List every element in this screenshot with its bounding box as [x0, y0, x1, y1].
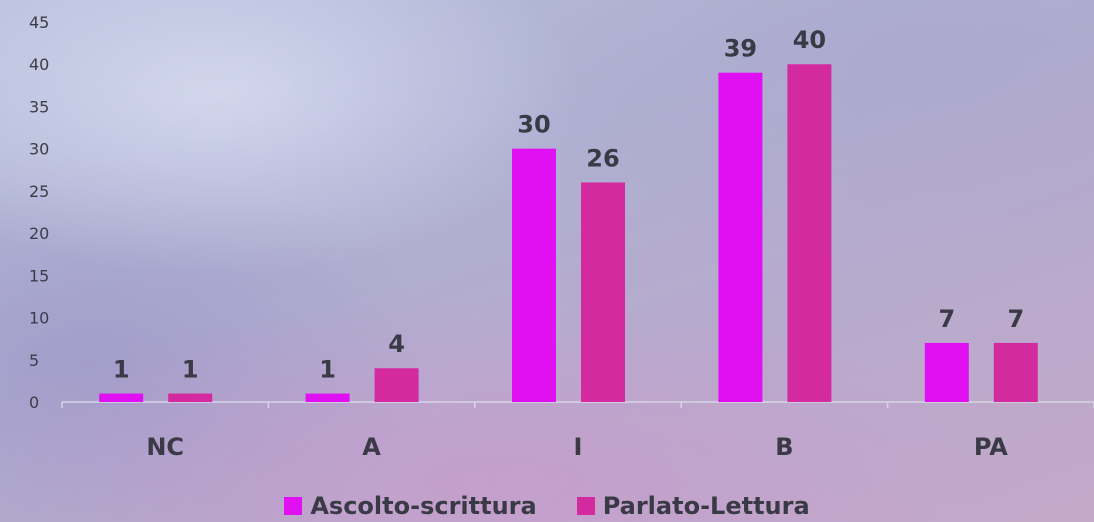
- y-tick-label: 15: [29, 266, 49, 285]
- y-tick-label: 25: [29, 182, 49, 201]
- legend-swatch-ascolto-scrittura: [284, 497, 303, 515]
- y-tick-label: 35: [29, 97, 49, 116]
- data-label: 30: [517, 111, 550, 139]
- legend: Ascolto-scrittura Parlato-Lettura: [0, 492, 1094, 520]
- data-label: 1: [319, 356, 336, 384]
- y-tick-label: 10: [29, 309, 49, 328]
- data-label: 1: [182, 356, 199, 384]
- data-label: 39: [724, 35, 757, 63]
- data-label: 1: [113, 356, 130, 384]
- y-tick-label: 30: [29, 140, 49, 159]
- y-axis: 0 5 10 15 20 25 30 35 40 45: [29, 13, 49, 412]
- bar-chart: 0 5 10 15 20 25 30 35 40 45 NC A I B PA 1 1 1 4 30 26 39 40 7…: [29, 13, 1094, 461]
- bar: [168, 393, 213, 402]
- data-label: 4: [388, 330, 405, 358]
- bars: [99, 64, 1038, 403]
- y-tick-label: 0: [29, 393, 39, 412]
- data-label: 7: [938, 305, 955, 333]
- x-category-label: A: [362, 433, 381, 461]
- legend-swatch-parlato-lettura: [576, 497, 595, 515]
- bar: [581, 182, 625, 402]
- y-tick-label: 40: [29, 55, 49, 74]
- legend-label-ascolto-scrittura: Ascolto-scrittura: [310, 492, 537, 520]
- x-axis: NC A I B PA: [61, 401, 1094, 461]
- x-category-label: NC: [146, 433, 184, 461]
- data-label: 26: [586, 144, 619, 172]
- legend-label-parlato-lettura: Parlato-Lettura: [602, 492, 810, 520]
- x-category-label: PA: [974, 433, 1008, 461]
- bar: [924, 342, 969, 402]
- bar: [374, 368, 419, 402]
- legend-item-parlato-lettura: Parlato-Lettura: [576, 492, 810, 520]
- legend-item-ascolto-scrittura: Ascolto-scrittura: [284, 492, 537, 520]
- bar: [512, 148, 556, 402]
- data-labels: 1 1 1 4 30 26 39 40 7 7: [113, 26, 1024, 383]
- y-tick-label: 5: [29, 351, 39, 370]
- x-category-label: B: [775, 433, 793, 461]
- bar: [305, 393, 350, 402]
- bar: [993, 342, 1038, 402]
- bar: [787, 64, 832, 403]
- bar: [718, 72, 763, 403]
- data-label: 7: [1007, 305, 1024, 333]
- data-label: 40: [793, 26, 826, 54]
- y-tick-label: 20: [29, 224, 49, 243]
- bar: [99, 393, 144, 402]
- y-tick-label: 45: [29, 13, 49, 32]
- x-category-label: I: [574, 433, 583, 461]
